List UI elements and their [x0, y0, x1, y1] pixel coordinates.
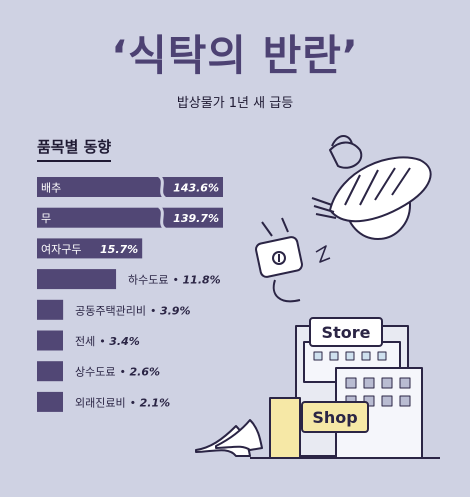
axis-break-mark-2 — [157, 205, 167, 230]
category-label-6: 전세 — [75, 335, 95, 348]
bar-2 — [37, 207, 223, 228]
section-label: 품목별 동향 — [37, 136, 112, 162]
category-label-3: 여자구두 — [41, 243, 81, 256]
separator-dot-6: • — [99, 335, 106, 348]
value-label-5: 3.9% — [160, 304, 191, 317]
bar-1 — [37, 177, 223, 197]
value-label-7: 2.6% — [129, 366, 160, 379]
category-label-1: 배추 — [41, 182, 61, 195]
value-label-8: 2.1% — [140, 396, 171, 409]
value-label-4: 11.8% — [183, 274, 221, 287]
bar-4 — [37, 269, 117, 290]
bar-8 — [37, 391, 63, 412]
bar-7 — [37, 361, 63, 382]
separator-dot-5: • — [150, 304, 157, 317]
category-label-4: 하수도료 — [128, 273, 168, 287]
bar-6 — [37, 330, 63, 351]
separator-dot-7: • — [119, 366, 126, 379]
category-label-5: 공동주택관리비 — [75, 304, 146, 317]
category-label-8: 외래진료비 — [75, 396, 126, 409]
bar-3 — [37, 238, 143, 259]
separator-dot-4: • — [173, 274, 180, 287]
page-subtitle: 밥상물가 1년 새 급등 — [176, 96, 294, 111]
value-label-1: 143.6% — [173, 182, 219, 195]
page-title: ‘식탁의 반란’ — [111, 31, 359, 80]
bar-5 — [37, 299, 64, 320]
category-label-7: 상수도료 — [75, 366, 115, 379]
bars-layer: 배추 143.6%무 139.7%여자구두 15.7%하수도료 • 11.8%공동주택관리… — [37, 174, 223, 412]
separator-dot-8: • — [130, 396, 137, 409]
value-label-3: 15.7% — [100, 243, 138, 256]
value-label-6: 3.4% — [109, 335, 140, 348]
value-label-2: 139.7% — [173, 212, 219, 225]
category-label-2: 무 — [41, 212, 51, 225]
axis-break-mark-1 — [157, 174, 167, 200]
